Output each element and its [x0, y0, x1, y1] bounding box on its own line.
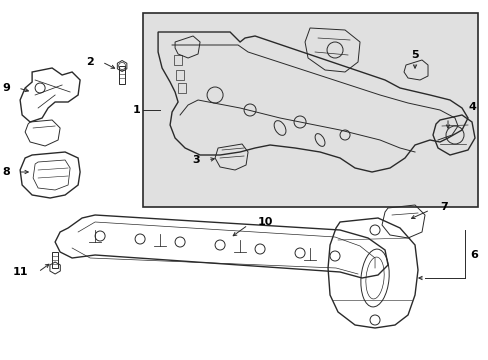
- Bar: [178, 83, 186, 93]
- Text: 6: 6: [469, 250, 477, 260]
- Bar: [143, 13, 477, 207]
- Bar: [119, 66, 125, 84]
- Text: 9: 9: [2, 83, 10, 93]
- Text: 1: 1: [132, 105, 140, 115]
- Text: 3: 3: [192, 155, 200, 165]
- Bar: [174, 55, 182, 65]
- Text: 2: 2: [86, 57, 94, 67]
- Bar: [176, 70, 183, 80]
- Text: 5: 5: [410, 50, 418, 60]
- Text: 8: 8: [2, 167, 10, 177]
- Bar: [52, 252, 58, 268]
- Text: 4: 4: [467, 102, 475, 112]
- Text: 7: 7: [439, 202, 447, 212]
- Text: 10: 10: [258, 217, 273, 227]
- Text: 11: 11: [13, 267, 28, 277]
